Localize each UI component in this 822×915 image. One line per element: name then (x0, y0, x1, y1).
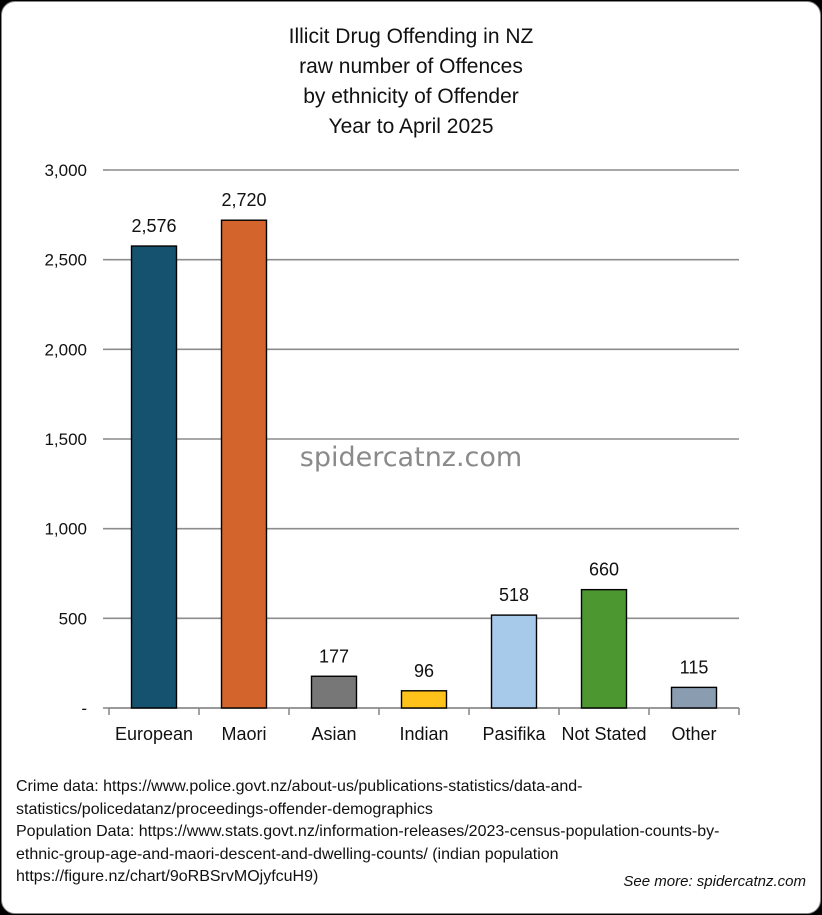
bar-european (130, 245, 178, 709)
category-label: Indian (399, 724, 448, 744)
bar-indian (400, 690, 448, 709)
category-label: European (115, 724, 193, 744)
bar-asian (310, 675, 358, 709)
watermark: spidercatnz.com (300, 442, 522, 473)
data-label: 2,720 (221, 190, 266, 210)
data-label: 96 (414, 661, 434, 681)
see-more-link[interactable]: See more: spidercatnz.com (623, 873, 806, 890)
title-line-1: Illicit Drug Offending in NZ (288, 25, 534, 48)
source-notes: Crime data: https://www.police.govt.nz/a… (16, 776, 816, 889)
y-tick-label: - (81, 699, 87, 718)
data-label: 2,576 (131, 216, 176, 236)
category-label: Not Stated (561, 724, 646, 744)
y-tick-label: 1,000 (44, 520, 87, 539)
source-line-5: https://figure.nz/chart/9oRBSrvMOjyfcuH9… (16, 868, 319, 885)
category-label: Other (671, 724, 716, 744)
y-tick-label: 500 (59, 609, 87, 628)
data-label: 518 (499, 585, 529, 605)
y-tick-label: 1,500 (44, 430, 87, 449)
title-line-2: raw number of Offences (299, 55, 523, 78)
title-line-3: by ethnicity of Offender (303, 85, 519, 108)
source-line-3: Population Data: https://www.stats.govt.… (16, 823, 720, 840)
bar-maori (220, 219, 268, 709)
bar-pasifika (490, 614, 538, 709)
y-tick-label: 2,000 (44, 340, 87, 359)
y-tick-label: 3,000 (44, 161, 87, 180)
y-tick-label: 2,500 (44, 251, 87, 270)
category-label: Asian (311, 724, 356, 744)
data-label: 115 (680, 657, 709, 677)
source-line-2: statistics/policedatanz/proceedings-offe… (16, 800, 433, 818)
data-label: 177 (319, 646, 349, 666)
source-line-1: Crime data: https://www.police.govt.nz/a… (16, 778, 583, 795)
chart-title: Illicit Drug Offending in NZ raw number … (0, 22, 822, 142)
bar-other (670, 686, 718, 709)
bar-not-stated (580, 588, 628, 709)
category-label: Pasifika (482, 724, 546, 744)
title-line-4: Year to April 2025 (328, 115, 494, 138)
data-label: 660 (589, 560, 619, 580)
source-line-4: ethnic-group-age-and-maori-descent-and-d… (16, 845, 559, 863)
category-label: Maori (221, 724, 266, 744)
